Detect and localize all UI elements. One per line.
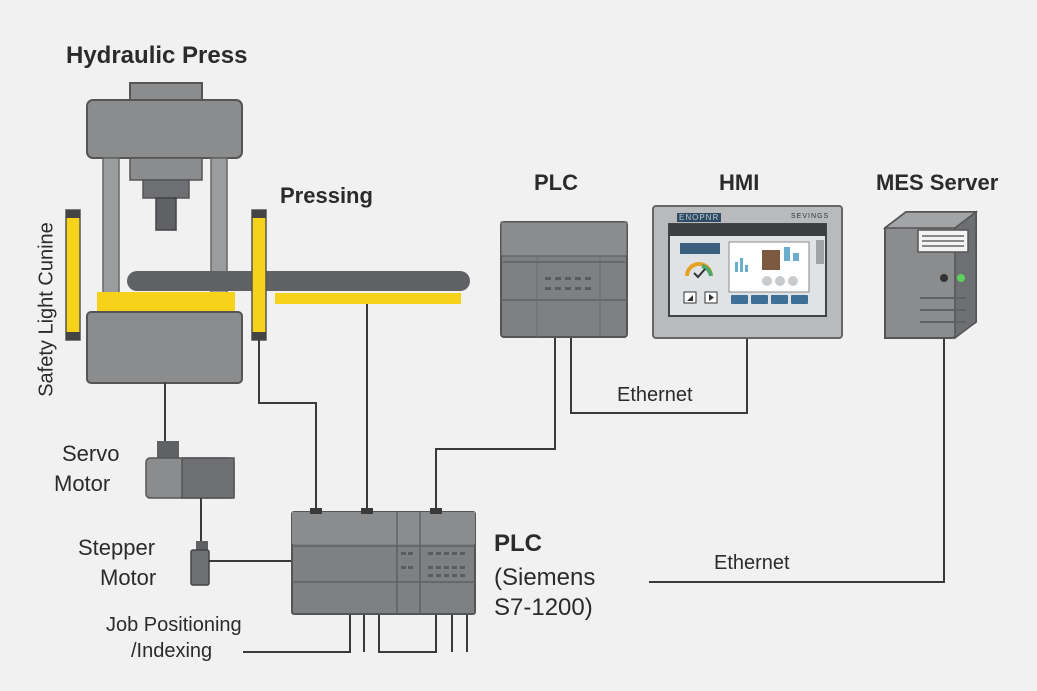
pressing-label: Pressing xyxy=(280,183,373,208)
hydraulic-press-label: Hydraulic Press xyxy=(66,42,248,69)
servo-motor xyxy=(145,441,235,499)
hmi-brand-right: SEVINGS xyxy=(791,213,830,220)
safety-light-curtain-left xyxy=(65,209,81,341)
plc-main-label: PLC xyxy=(494,530,542,557)
ethernet-label-mes: Ethernet xyxy=(714,552,790,574)
plc-main-model-line2: S7-1200) xyxy=(494,594,593,621)
safety-light-curtain-right xyxy=(251,209,267,341)
hmi-panel xyxy=(652,205,843,339)
ethernet-label-hmi: Ethernet xyxy=(617,384,693,406)
wiring xyxy=(164,304,945,653)
plc-main-unit xyxy=(291,508,476,615)
hydraulic-press xyxy=(86,82,243,384)
plc-top-label: PLC xyxy=(534,170,578,195)
servo-motor-label-line2: Motor xyxy=(54,471,111,496)
job-positioning-label-line2: /Indexing xyxy=(131,640,213,662)
mes-server-label: MES Server xyxy=(876,170,999,195)
plc-top-unit xyxy=(500,221,628,338)
hmi-label: HMI xyxy=(719,170,760,195)
stepper-motor xyxy=(190,541,210,586)
stepper-motor-label-line2: Motor xyxy=(100,565,157,590)
mes-server-tower xyxy=(882,210,979,340)
safety-light-curtain-label: Safety Light Cunine xyxy=(35,222,58,397)
conveyor-belt xyxy=(127,271,470,291)
plc-main-model-line1: (Siemens xyxy=(494,564,596,591)
job-positioning-label-line1: Job Positioning xyxy=(106,614,242,636)
pressing-plate xyxy=(275,293,461,304)
hmi-brand-left: ENOPNR xyxy=(677,213,722,222)
stepper-motor-label-line1: Stepper xyxy=(78,535,156,560)
status-led xyxy=(957,274,965,282)
servo-motor-label-line1: Servo xyxy=(62,441,120,466)
power-led xyxy=(940,274,948,282)
